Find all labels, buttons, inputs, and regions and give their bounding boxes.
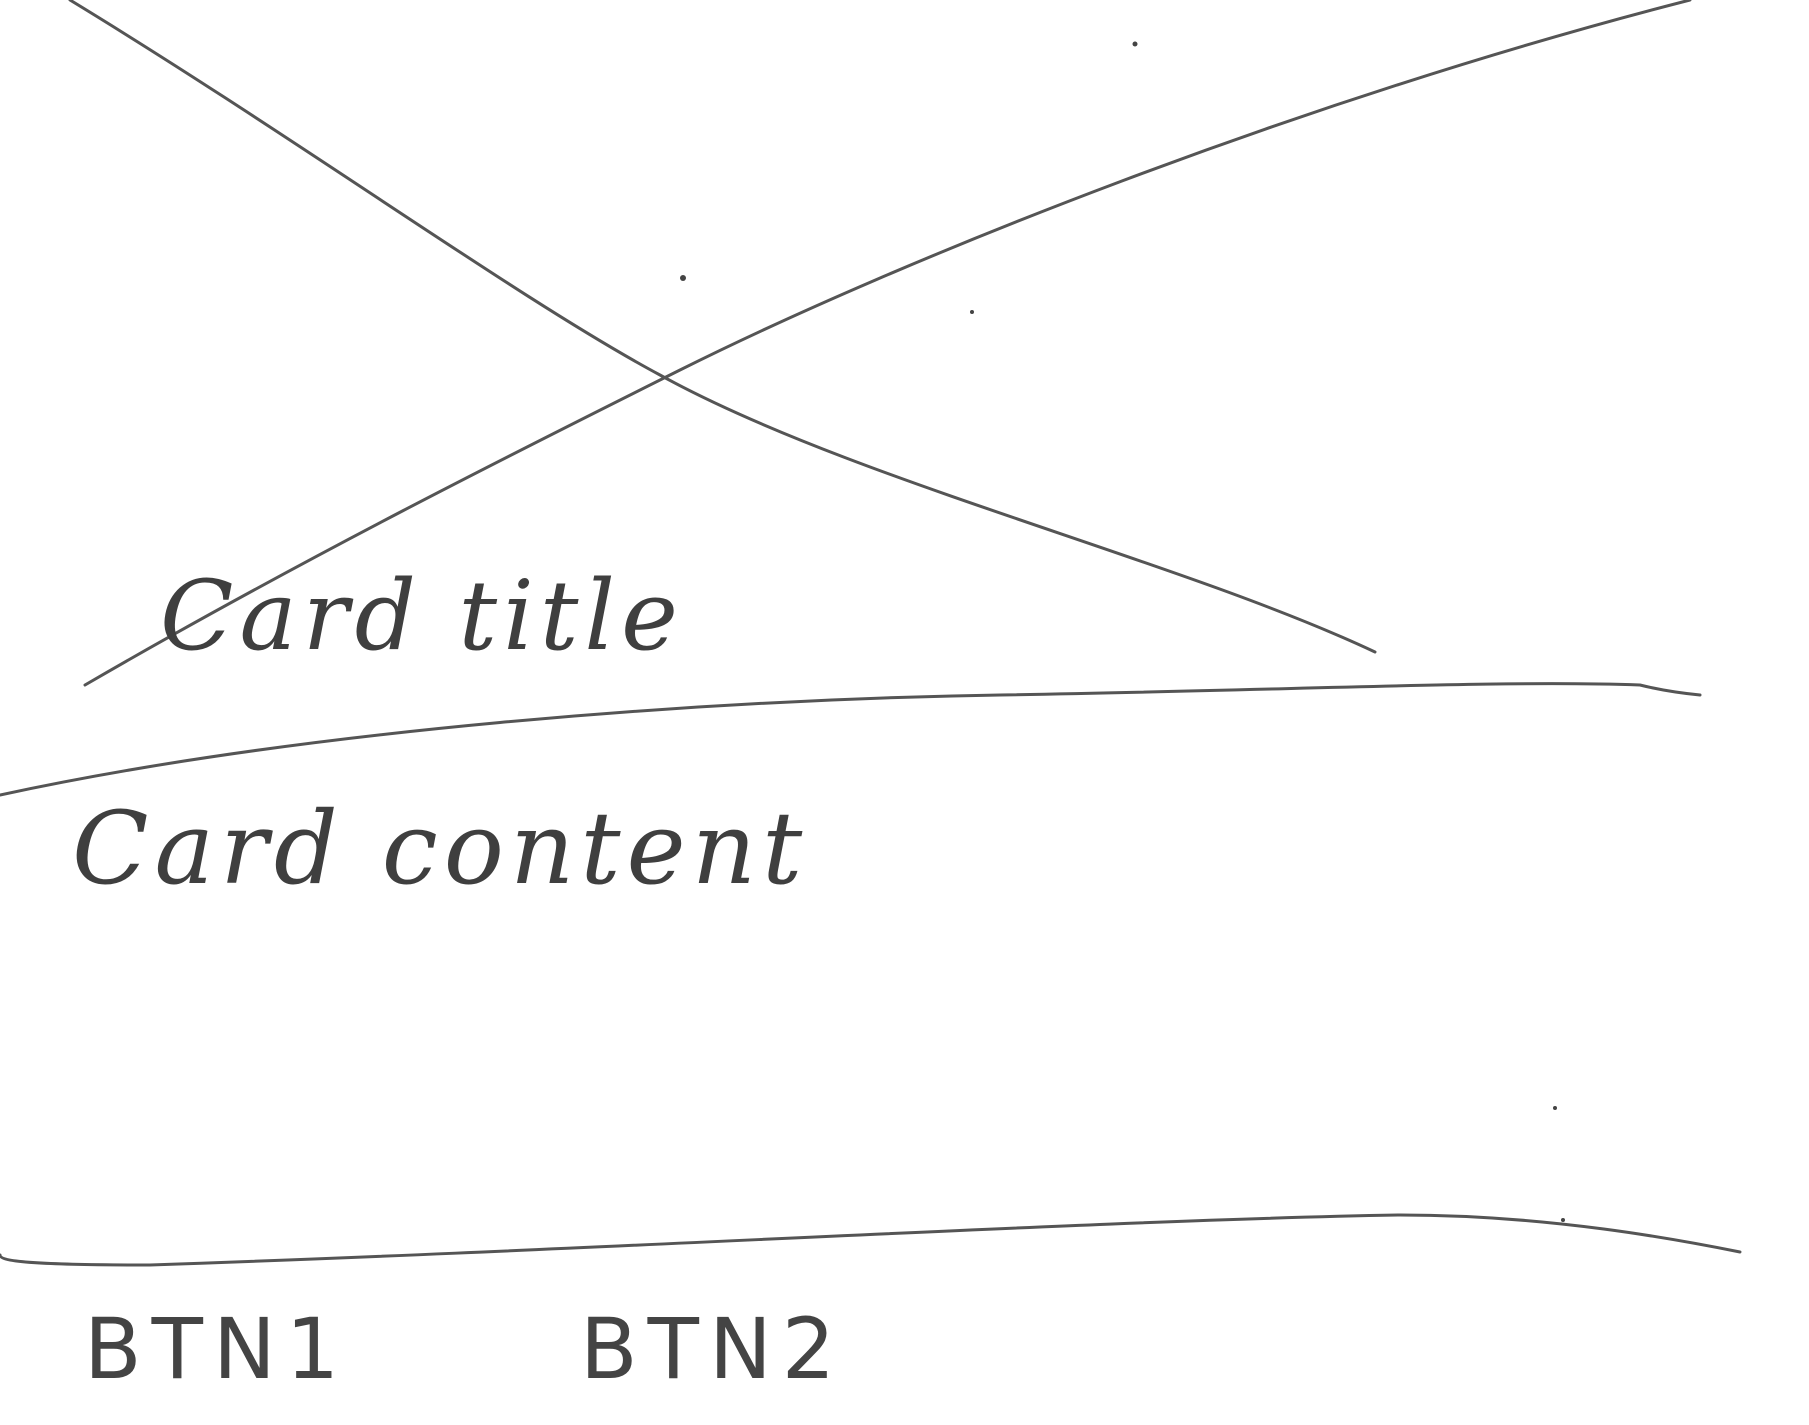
speck	[1561, 1218, 1565, 1222]
card-title: Card title	[160, 560, 684, 672]
card-actions: BTN1 BTN2	[0, 1280, 1809, 1425]
speck	[970, 310, 974, 314]
speck	[1132, 41, 1138, 47]
speck	[680, 275, 686, 281]
divider-top	[0, 682, 1702, 797]
speck	[1553, 1106, 1557, 1110]
card-content: Card content	[72, 790, 809, 907]
image-placeholder-diagonal-2	[83, 0, 1692, 687]
btn1-button[interactable]: BTN1	[84, 1300, 350, 1398]
btn2-button[interactable]: BTN2	[580, 1300, 846, 1398]
divider-bottom	[0, 1213, 1742, 1267]
image-placeholder-diagonal-1	[68, 0, 1377, 654]
